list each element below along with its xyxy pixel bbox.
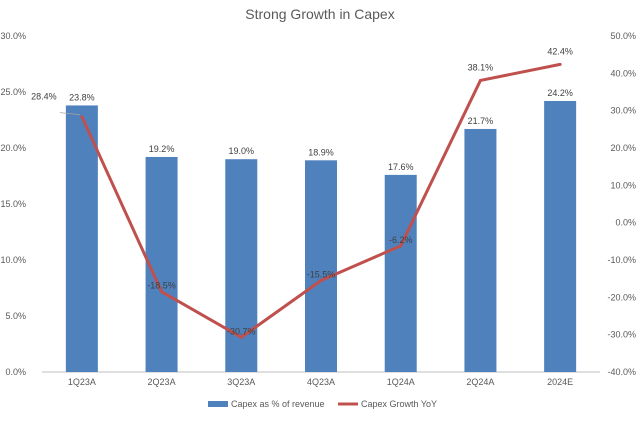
bar	[305, 160, 337, 372]
y-right-tick-label: -10.0%	[607, 255, 636, 265]
line-data-label: 38.1%	[468, 62, 494, 72]
label-leader-line	[59, 112, 80, 116]
x-tick-label: 1Q24A	[387, 377, 415, 387]
y-left-tick-label: 10.0%	[0, 255, 26, 265]
line-data-label: 42.4%	[547, 46, 573, 56]
line-point	[239, 335, 243, 339]
bar	[544, 100, 577, 373]
bar-data-label: 17.6%	[388, 162, 414, 172]
line-point	[558, 62, 562, 66]
y-right-tick-label: 10.0%	[610, 180, 636, 190]
legend-swatch-bar	[208, 401, 228, 407]
x-tick-label: 2024E	[547, 377, 573, 387]
y-right-tick-label: 0.0%	[615, 218, 636, 228]
bar-data-label: 18.9%	[308, 147, 334, 157]
x-tick-label: 1Q23A	[68, 377, 96, 387]
y-left-tick-label: 15.0%	[0, 199, 26, 209]
y-right-tick-label: 50.0%	[610, 31, 636, 41]
y-right-tick-label: 30.0%	[610, 106, 636, 116]
bar-data-label: 23.8%	[69, 92, 95, 102]
legend-label: Capex Growth YoY	[361, 399, 437, 409]
chart-title: Strong Growth in Capex	[245, 6, 394, 22]
bar-data-label: 21.7%	[468, 116, 494, 126]
y-right-tick-label: -30.0%	[607, 330, 636, 340]
x-tick-label: 3Q23A	[227, 377, 255, 387]
bar	[384, 174, 417, 372]
bar-data-label: 24.2%	[547, 88, 573, 98]
bar	[145, 156, 178, 372]
line-data-label: -15.5%	[307, 270, 336, 280]
axes: 0.0% 5.0% 10.0% 15.0% 20.0% 25.0% 30.0% -40.0% -…	[0, 31, 636, 387]
y-right-tick-label: -20.0%	[607, 292, 636, 302]
x-tick-label: 4Q23A	[307, 377, 335, 387]
line-point	[399, 244, 403, 248]
line-point	[478, 78, 482, 82]
legend-label: Capex as % of revenue	[231, 399, 325, 409]
line-point	[160, 290, 164, 294]
bar	[225, 159, 258, 372]
line-series	[80, 62, 562, 339]
x-tick-label: 2Q24A	[466, 377, 494, 387]
y-right-tick-label: -40.0%	[607, 367, 636, 377]
y-right-tick-label: 40.0%	[610, 68, 636, 78]
y-left-tick-label: 20.0%	[0, 143, 26, 153]
line-point	[319, 279, 323, 283]
bar	[464, 128, 497, 372]
y-left-tick-label: 5.0%	[5, 311, 26, 321]
bar-data-label: 19.0%	[229, 146, 255, 156]
data-labels: 23.8% 19.2% 19.0% 18.9% 17.6% 21.7% 24.2% 28.4%…	[31, 46, 573, 336]
line-data-label: -30.7%	[227, 326, 256, 336]
bar-series	[65, 100, 577, 373]
y-right-tick-label: 20.0%	[610, 143, 636, 153]
y-left-tick-label: 0.0%	[5, 367, 26, 377]
line-data-label: -18.5%	[147, 281, 176, 291]
legend: Capex as % of revenue Capex Growth YoY	[208, 399, 437, 409]
line-point	[80, 115, 84, 119]
line-data-label: -6.2%	[389, 235, 413, 245]
x-tick-label: 2Q23A	[148, 377, 176, 387]
bar-data-label: 19.2%	[149, 144, 175, 154]
y-left-tick-label: 30.0%	[0, 31, 26, 41]
line-data-label: 28.4%	[31, 92, 57, 102]
bar	[65, 105, 98, 372]
y-left-tick-label: 25.0%	[0, 87, 26, 97]
